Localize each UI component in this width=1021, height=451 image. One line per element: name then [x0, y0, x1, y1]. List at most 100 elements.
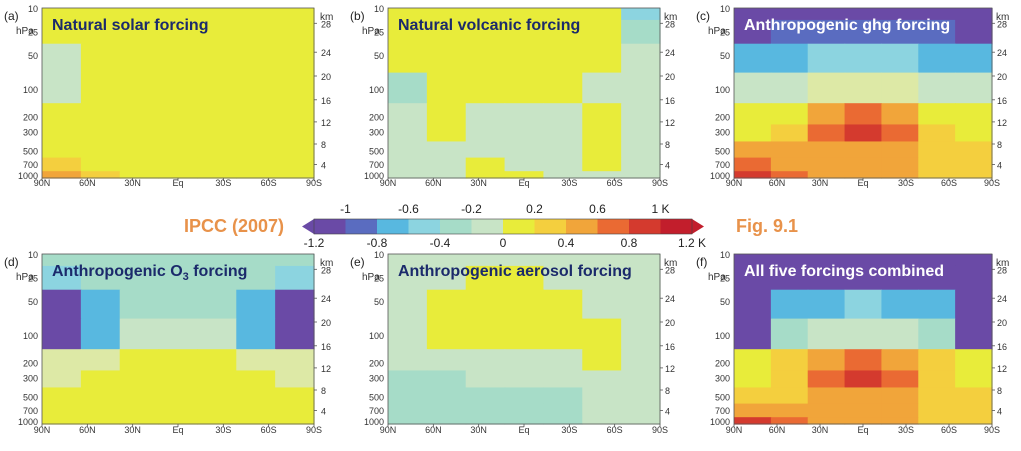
- km-tick-label: 24: [665, 294, 675, 304]
- heatmap-cell: [119, 318, 160, 350]
- heatmap-cell: [465, 417, 506, 425]
- heatmap-cell: [770, 318, 809, 350]
- heatmap-cell: [388, 141, 428, 159]
- lat-tick-label: 30S: [561, 178, 577, 188]
- km-tick-label: 4: [321, 406, 326, 416]
- km-tick-label: 12: [321, 364, 331, 374]
- colorbar-top-tick: 0.2: [526, 202, 543, 216]
- pressure-tick-label: 1000: [364, 171, 384, 181]
- heatmap-cell: [426, 289, 467, 320]
- colorbar-bottom-tick: 1.2 K: [678, 236, 706, 250]
- km-tick-label: 20: [665, 318, 675, 328]
- heatmap-cell: [621, 72, 661, 104]
- heatmap-cell: [770, 8, 809, 21]
- pressure-tick-label: 50: [28, 51, 38, 61]
- heatmap-cell: [236, 254, 276, 267]
- heatmap-cell: [197, 103, 237, 126]
- heatmap-cell: [621, 417, 661, 425]
- heatmap-cell: [955, 19, 993, 45]
- heatmap-cell: [621, 349, 661, 372]
- lat-tick-label: 60S: [261, 425, 277, 435]
- heatmap-cell: [918, 403, 956, 418]
- heatmap-cell: [621, 124, 661, 143]
- heatmap-cell: [158, 124, 199, 143]
- heatmap-cell: [42, 349, 82, 372]
- heatmap-cell: [807, 124, 846, 143]
- pressure-tick-label: 700: [23, 160, 38, 170]
- panel-title: All five forcings combined: [744, 263, 944, 280]
- heatmap-cell: [158, 157, 199, 172]
- heatmap-cell: [42, 417, 82, 425]
- heatmap-cell: [844, 318, 883, 350]
- heatmap-cell: [844, 349, 883, 372]
- pressure-tick-label: 10: [374, 250, 384, 260]
- pressure-tick-label: 1000: [710, 171, 730, 181]
- heatmap-cell: [275, 370, 315, 389]
- heatmap-cell: [543, 349, 583, 372]
- heatmap-cell: [734, 43, 772, 74]
- heatmap-cell: [770, 387, 809, 405]
- km-tick-label: 16: [665, 96, 675, 106]
- heatmap-cell: [504, 349, 545, 372]
- heatmap-cell: [543, 141, 583, 159]
- lat-tick-label: Eq: [518, 178, 529, 188]
- km-tick-label: 20: [321, 318, 331, 328]
- heatmap-cell: [119, 8, 160, 21]
- heatmap-cell: [881, 254, 919, 267]
- pressure-tick-label: 300: [369, 128, 384, 138]
- heatmap-cell: [80, 349, 121, 372]
- colorbar-swatch: [377, 219, 409, 234]
- lat-tick-label: 30N: [812, 425, 829, 435]
- heatmap-cell: [955, 387, 993, 405]
- heatmap-cell: [119, 103, 160, 126]
- lat-tick-label: 30N: [470, 425, 487, 435]
- heatmap-cell: [236, 318, 276, 350]
- heatmap-cell: [955, 124, 993, 143]
- heatmap-cell: [881, 141, 919, 159]
- heatmap-cell: [807, 157, 846, 172]
- lat-tick-label: Eq: [857, 425, 868, 435]
- colorbar-bottom-tick: 0.8: [621, 236, 638, 250]
- heatmap-cell: [42, 124, 82, 143]
- heatmap-cell: [42, 318, 82, 350]
- km-tick-label: 28: [321, 265, 331, 275]
- heatmap-cell: [80, 103, 121, 126]
- pressure-tick-label: 100: [23, 331, 38, 341]
- heatmap-cell: [158, 141, 199, 159]
- heatmap-cell: [918, 349, 956, 372]
- pressure-tick-label: 50: [720, 297, 730, 307]
- heatmap-cell: [80, 254, 121, 267]
- heatmap-cell: [734, 72, 772, 104]
- lat-tick-label: 60S: [607, 425, 623, 435]
- heatmap-cell: [807, 349, 846, 372]
- heatmap-cell: [80, 157, 121, 172]
- pressure-tick-label: 50: [374, 297, 384, 307]
- heatmap-cell: [543, 370, 583, 389]
- pressure-tick-label: 300: [23, 128, 38, 138]
- heatmap-cell: [80, 19, 121, 45]
- heatmap-cell: [955, 72, 993, 104]
- heatmap-cell: [770, 171, 809, 179]
- pressure-tick-label: 500: [23, 392, 38, 402]
- heatmap-cell: [158, 289, 199, 320]
- heatmap-cell: [582, 318, 622, 350]
- heatmap-cell: [881, 417, 919, 425]
- panel-label: (e): [350, 255, 365, 269]
- heatmap-cell: [426, 387, 467, 405]
- hpa-unit-label: hPa: [708, 26, 726, 37]
- pressure-tick-label: 300: [715, 374, 730, 384]
- pressure-tick-label: 500: [369, 146, 384, 156]
- heatmap-cell: [197, 72, 237, 104]
- km-tick-label: 16: [321, 342, 331, 352]
- heatmap-cell: [426, 72, 467, 104]
- pressure-tick-label: 50: [28, 297, 38, 307]
- heatmap-cell: [621, 387, 661, 405]
- heatmap-cell: [582, 370, 622, 389]
- heatmap-cell: [621, 171, 661, 179]
- heatmap-cell: [426, 157, 467, 172]
- heatmap-cell: [770, 254, 809, 267]
- heatmap-cell: [80, 289, 121, 320]
- heatmap-cell: [881, 72, 919, 104]
- pressure-tick-label: 300: [369, 374, 384, 384]
